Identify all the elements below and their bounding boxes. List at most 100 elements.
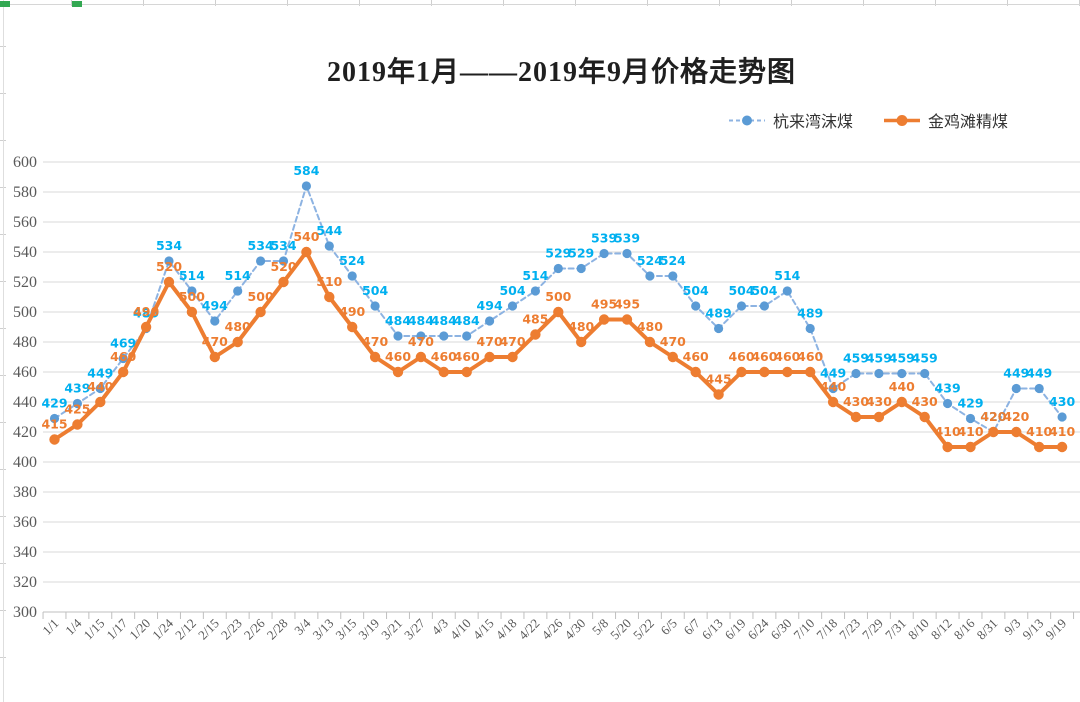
selection-handle-icon[interactable] bbox=[72, 1, 82, 7]
data-label: 540 bbox=[293, 229, 319, 244]
x-axis-label: 6/19 bbox=[722, 616, 749, 643]
data-point-marker bbox=[507, 351, 518, 363]
data-label: 460 bbox=[385, 349, 411, 364]
data-point-marker bbox=[736, 301, 747, 311]
x-axis-label: 8/31 bbox=[974, 616, 1001, 643]
data-point-marker bbox=[49, 413, 60, 424]
data-label: 485 bbox=[522, 312, 548, 327]
y-axis-label: 500 bbox=[13, 304, 37, 321]
data-label: 449 bbox=[87, 366, 113, 381]
x-axis-label: 7/10 bbox=[790, 616, 817, 643]
x-axis-label: 6/24 bbox=[745, 615, 772, 642]
data-point-marker bbox=[278, 276, 289, 288]
selection-handle-icon[interactable] bbox=[0, 1, 10, 7]
chart-title: 2019年1月——2019年9月价格走势图 bbox=[326, 57, 796, 88]
data-label: 484 bbox=[454, 313, 480, 328]
y-axis-label: 400 bbox=[13, 454, 37, 471]
data-point-marker bbox=[210, 316, 220, 326]
data-label: 484 bbox=[408, 313, 434, 328]
data-point-marker bbox=[462, 331, 472, 341]
data-label: 415 bbox=[41, 417, 67, 432]
data-label: 529 bbox=[545, 246, 571, 261]
x-axis-label: 4/10 bbox=[447, 616, 474, 643]
data-point-marker bbox=[598, 314, 610, 325]
x-axis-label: 4/15 bbox=[470, 616, 497, 643]
data-point-marker bbox=[553, 263, 563, 274]
data-point-marker bbox=[691, 301, 701, 311]
data-point-marker bbox=[759, 366, 770, 378]
legend-item-jinjitan[interactable]: 金鸡滩精煤 bbox=[883, 108, 1008, 132]
data-point-marker bbox=[851, 368, 861, 379]
data-label: 495 bbox=[614, 297, 640, 312]
data-label: 495 bbox=[591, 297, 617, 312]
data-label: 524 bbox=[660, 253, 686, 268]
x-axis-label: 2/15 bbox=[195, 616, 222, 643]
x-axis-label: 4/18 bbox=[493, 616, 520, 643]
x-axis-label: 3/13 bbox=[309, 616, 336, 643]
data-label: 470 bbox=[477, 334, 503, 349]
x-axis-label: 3/21 bbox=[378, 616, 405, 643]
data-label: 470 bbox=[202, 334, 228, 349]
data-label: 500 bbox=[179, 289, 205, 304]
data-point-marker bbox=[278, 256, 289, 266]
data-point-marker bbox=[782, 286, 792, 296]
x-axis-label: 8/10 bbox=[905, 616, 932, 643]
x-axis-label: 7/31 bbox=[882, 616, 909, 643]
data-point-marker bbox=[140, 321, 152, 333]
x-axis-label: 5/22 bbox=[630, 616, 657, 643]
data-point-marker bbox=[118, 366, 129, 378]
data-point-marker bbox=[553, 306, 564, 318]
legend-item-hanglaiwan[interactable]: 杭来湾沫煤 bbox=[728, 108, 853, 132]
data-label: 430 bbox=[1049, 394, 1075, 409]
data-label: 480 bbox=[637, 319, 663, 334]
data-point-marker bbox=[782, 366, 793, 378]
data-label: 430 bbox=[866, 394, 892, 409]
data-label: 470 bbox=[408, 334, 434, 349]
data-point-marker bbox=[805, 323, 815, 334]
data-label: 420 bbox=[1003, 409, 1029, 424]
data-point-marker bbox=[873, 411, 885, 423]
x-axis-label: 7/29 bbox=[859, 616, 886, 643]
data-label: 504 bbox=[499, 283, 525, 298]
data-point-marker bbox=[1057, 412, 1067, 422]
data-label: 504 bbox=[683, 283, 709, 298]
data-point-marker bbox=[255, 306, 266, 318]
data-label: 489 bbox=[797, 306, 823, 321]
data-label: 460 bbox=[797, 349, 823, 364]
data-point-marker bbox=[370, 301, 380, 311]
data-label: 534 bbox=[248, 238, 274, 253]
data-point-marker bbox=[324, 241, 334, 251]
x-axis-label: 8/12 bbox=[928, 616, 955, 643]
data-point-marker bbox=[897, 368, 907, 379]
data-point-marker bbox=[668, 271, 678, 281]
data-point-marker bbox=[485, 316, 495, 326]
y-axis-label: 300 bbox=[13, 604, 37, 621]
series-line-hanglaiwan bbox=[53, 185, 1064, 433]
data-point-marker bbox=[118, 353, 128, 364]
data-point-marker bbox=[530, 329, 541, 340]
data-label: 460 bbox=[683, 349, 709, 364]
data-point-marker bbox=[256, 256, 266, 266]
x-axis-label: 4/30 bbox=[561, 616, 588, 643]
data-label: 500 bbox=[545, 289, 571, 304]
data-point-marker bbox=[805, 366, 816, 378]
data-label: 514 bbox=[225, 268, 251, 283]
x-axis-label: 9/13 bbox=[1019, 616, 1046, 643]
data-point-marker bbox=[1011, 383, 1021, 394]
y-axis-label: 320 bbox=[13, 574, 37, 591]
data-label: 469 bbox=[110, 336, 136, 351]
x-axis-label: 3/27 bbox=[401, 615, 428, 642]
data-label: 430 bbox=[843, 394, 869, 409]
data-label: 460 bbox=[774, 349, 800, 364]
data-label: 429 bbox=[957, 396, 983, 411]
data-label: 440 bbox=[889, 379, 915, 394]
data-point-marker bbox=[392, 366, 404, 378]
data-point-marker bbox=[942, 441, 953, 453]
y-axis-label: 480 bbox=[13, 334, 37, 351]
data-point-marker bbox=[1056, 441, 1068, 453]
data-label: 504 bbox=[362, 283, 388, 298]
data-point-marker bbox=[828, 383, 838, 394]
data-label: 494 bbox=[477, 298, 503, 313]
data-point-marker bbox=[301, 246, 312, 258]
